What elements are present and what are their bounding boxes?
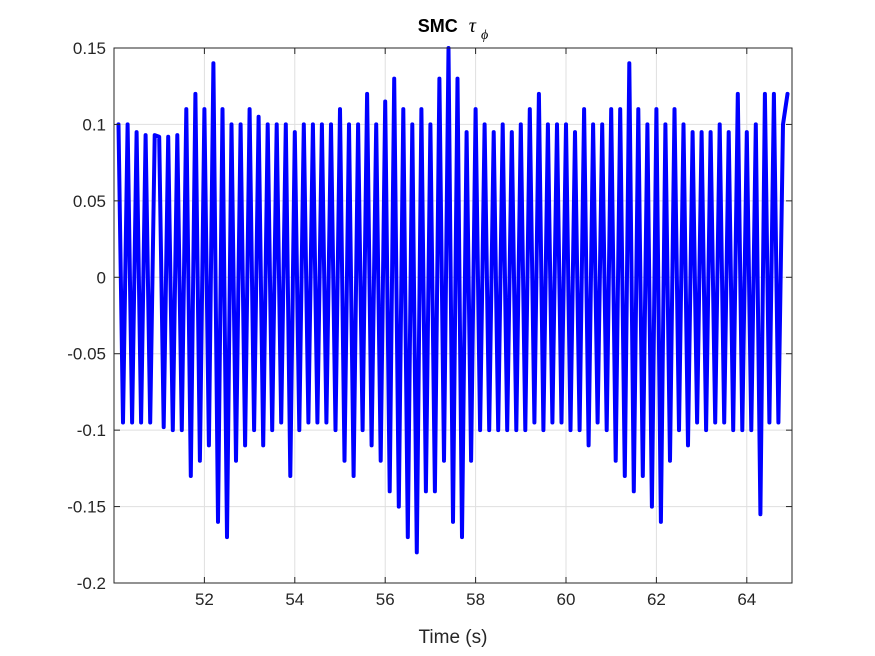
x-tick-label: 56	[376, 590, 395, 609]
x-tick-label: 58	[466, 590, 485, 609]
y-tick-label: -0.1	[77, 421, 106, 440]
y-tick-label: -0.15	[67, 498, 106, 517]
data-series-layer	[116, 46, 790, 555]
y-tick-label: 0.1	[82, 115, 106, 134]
y-tick-label: 0	[97, 268, 106, 287]
series-line-0	[116, 46, 790, 555]
y-tick-label: 0.05	[73, 192, 106, 211]
y-axis-ticks: -0.2 -0.15 -0.1 -0.05 0 0.05 0.1 0.15	[67, 39, 792, 593]
x-tick-label: 62	[647, 590, 666, 609]
plot-border	[113, 47, 793, 584]
x-tick-label: 54	[285, 590, 304, 609]
chart-title: SMC τ ϕ	[418, 15, 488, 43]
chart-title-symbol: τ	[469, 15, 477, 37]
x-tick-label: 52	[195, 590, 214, 609]
y-tick-label: -0.05	[67, 345, 106, 364]
chart-title-subscript: ϕ	[481, 28, 488, 43]
y-tick-label: -0.2	[77, 574, 106, 593]
x-tick-label: 64	[737, 590, 756, 609]
chart-title-text: SMC	[418, 16, 458, 36]
x-axis-ticks: 52 54 56 58 60 62 64	[195, 48, 756, 609]
y-tick-label: 0.15	[73, 39, 106, 58]
x-tick-label: 60	[557, 590, 576, 609]
x-axis-label: Time (s)	[419, 627, 488, 648]
